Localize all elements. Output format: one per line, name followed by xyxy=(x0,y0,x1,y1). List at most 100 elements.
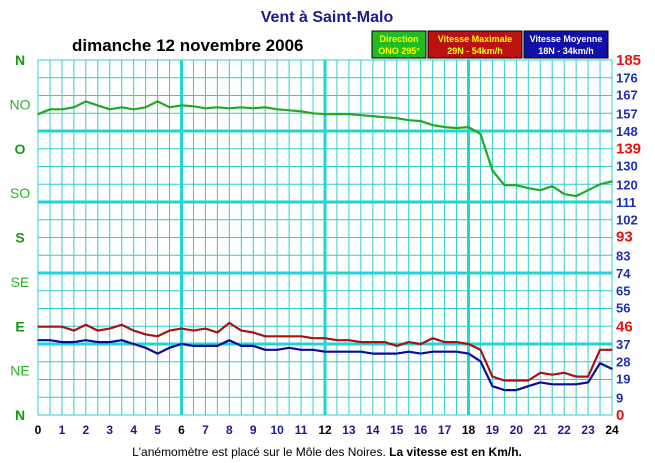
max-speed-point xyxy=(443,341,446,343)
direction-point xyxy=(527,187,530,189)
direction-point xyxy=(348,113,350,115)
hour-tick-label: 15 xyxy=(390,423,404,437)
max-speed-point xyxy=(336,339,338,342)
mean-speed-point xyxy=(443,350,446,353)
hour-tick-label: 18 xyxy=(462,423,476,437)
hour-tick-label: 6 xyxy=(178,423,185,437)
direction-point xyxy=(264,106,267,109)
direction-tick-label: N xyxy=(15,52,25,68)
max-speed-point xyxy=(599,349,601,351)
direction-tick-label: O xyxy=(15,141,26,157)
speed-tick-label: 185 xyxy=(616,52,641,69)
hour-tick-label: 0 xyxy=(35,423,42,437)
mean-speed-point xyxy=(85,339,87,342)
mean-speed-point xyxy=(431,350,434,353)
speed-tick-label: 93 xyxy=(616,229,633,246)
max-speed-point xyxy=(264,335,267,338)
hour-tick-label: 4 xyxy=(130,423,137,437)
hour-tick-label: 14 xyxy=(366,423,380,437)
mean-speed-point xyxy=(360,350,362,353)
mean-speed-point xyxy=(372,352,374,355)
direction-point xyxy=(407,119,410,121)
direction-point xyxy=(144,106,147,109)
max-speed-point xyxy=(396,345,398,347)
max-speed-point xyxy=(300,335,302,338)
speed-tick-label: 0 xyxy=(616,407,624,424)
speed-tick-label: 46 xyxy=(616,319,633,336)
mean-speed-point xyxy=(144,347,147,349)
hour-tick-label: 13 xyxy=(342,423,356,437)
legend-box xyxy=(371,30,427,59)
speed-tick-label: 19 xyxy=(616,372,630,387)
mean-speed-point xyxy=(312,349,314,351)
mean-speed-point xyxy=(276,349,279,351)
direction-point xyxy=(49,108,51,111)
speed-tick-label: 9 xyxy=(616,391,623,406)
max-speed-point xyxy=(563,372,565,374)
direction-point xyxy=(180,104,183,107)
speed-tick-label: 130 xyxy=(616,159,638,174)
mean-speed-point xyxy=(120,339,123,342)
max-speed-point xyxy=(168,329,171,332)
chart-title: Vent à Saint-Malo xyxy=(261,9,394,26)
hour-tick-label: 7 xyxy=(202,423,209,437)
series-lines xyxy=(37,100,613,392)
hour-tick-label: 21 xyxy=(534,423,548,437)
max-speed-point xyxy=(407,341,410,343)
max-speed-point xyxy=(132,329,135,332)
legend-value: ONO 295° xyxy=(378,46,420,56)
mean-speed-point xyxy=(73,341,75,343)
hour-tick-label: 22 xyxy=(557,423,571,437)
mean-speed-point xyxy=(97,341,99,343)
speed-tick-label: 83 xyxy=(616,249,630,264)
direction-point xyxy=(61,108,63,111)
mean-speed-point xyxy=(288,347,290,349)
direction-point xyxy=(73,106,75,109)
max-speed-point xyxy=(73,329,75,332)
max-speed-point xyxy=(360,341,362,343)
direction-point xyxy=(109,108,111,111)
mean-speed-point xyxy=(551,383,553,386)
hour-tick-label: 24 xyxy=(605,423,619,437)
mean-speed-point xyxy=(264,349,267,351)
max-speed-point xyxy=(216,331,219,334)
max-speed-point xyxy=(491,375,494,378)
plot-frame xyxy=(37,59,613,416)
max-speed-point xyxy=(240,329,243,332)
direction-point xyxy=(360,114,362,116)
mean-speed-point xyxy=(156,352,159,355)
mean-speed-point xyxy=(587,381,589,384)
direction-point xyxy=(85,100,87,103)
max-speed-point xyxy=(372,341,374,343)
speed-tick-label: 167 xyxy=(616,88,638,103)
mean-speed-point xyxy=(348,350,350,353)
legend-box xyxy=(523,30,609,59)
max-speed-point xyxy=(312,337,314,340)
grid xyxy=(37,59,613,416)
direction-point xyxy=(252,107,255,110)
speed-tick-label: 102 xyxy=(616,212,638,227)
mean-speed-point xyxy=(300,349,302,351)
mean-speed-point xyxy=(479,360,482,363)
speed-tick-label: 65 xyxy=(616,283,630,298)
mean-speed-point xyxy=(396,352,398,355)
direction-point xyxy=(551,185,553,187)
mean-speed-point xyxy=(515,389,518,391)
direction-point xyxy=(443,126,446,128)
direction-tick-label: NE xyxy=(10,363,29,379)
max-speed-point xyxy=(276,335,279,338)
mean-speed-point xyxy=(467,352,470,355)
hour-tick-label: 11 xyxy=(295,423,308,437)
speed-tick-label: 56 xyxy=(616,301,630,316)
mean-speed-point xyxy=(336,350,338,353)
direction-point xyxy=(479,133,482,135)
speed-tick-label: 148 xyxy=(616,124,638,139)
max-speed-point xyxy=(384,341,386,343)
direction-tick-label: NO xyxy=(10,96,31,112)
direction-point xyxy=(37,113,39,115)
legend-title: Vitesse Maximale xyxy=(438,34,512,44)
footer-text: L'anémomètre est placé sur le Môle des N… xyxy=(132,445,386,459)
direction-point xyxy=(372,115,374,117)
hour-tick-label: 8 xyxy=(226,423,233,437)
